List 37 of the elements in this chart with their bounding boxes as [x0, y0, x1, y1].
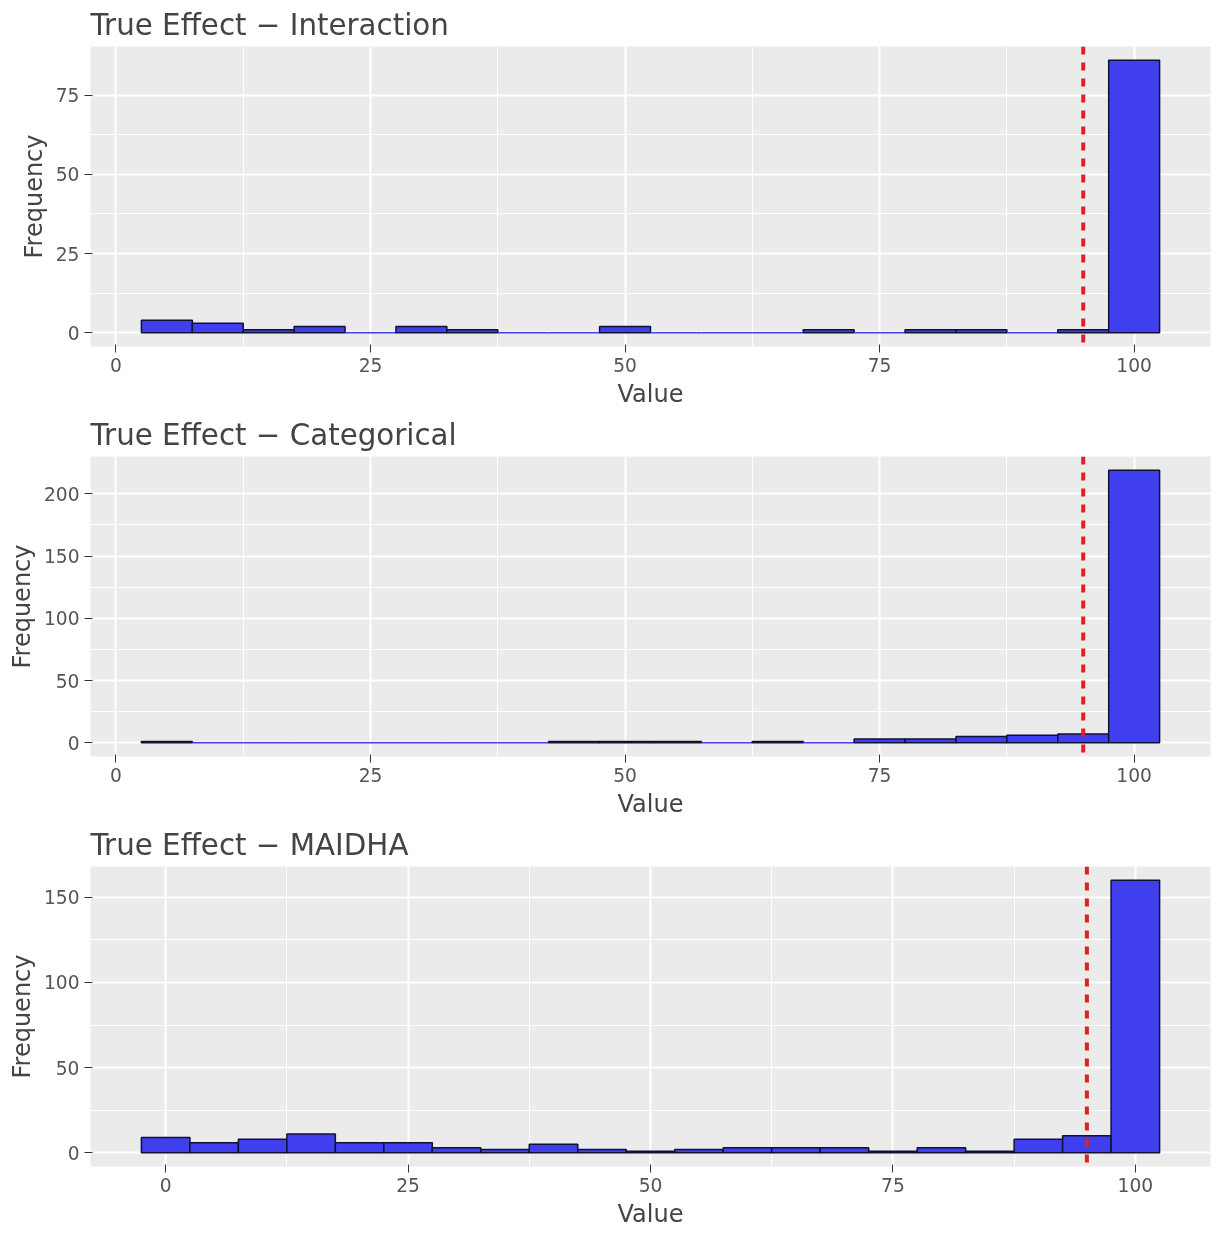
y-tick-label: 50 — [55, 1057, 80, 1079]
x-tick-label: 0 — [159, 1174, 172, 1196]
x-axis-title: Value — [617, 1199, 684, 1228]
x-axis-title: Value — [617, 789, 684, 818]
y-tick-label: 0 — [67, 1142, 80, 1164]
chart-title: True Effect − Categorical — [89, 417, 457, 452]
x-tick-label: 25 — [358, 354, 383, 376]
x-tick-label: 50 — [613, 764, 637, 786]
y-axis-title: Frequency — [19, 134, 48, 259]
y-tick-label: 150 — [43, 887, 80, 909]
x-tick-label: 100 — [1117, 1174, 1154, 1196]
chart-title: True Effect − MAIDHA — [89, 827, 409, 862]
x-tick-label: 50 — [613, 354, 637, 376]
x-tick-label: 100 — [1116, 764, 1152, 786]
y-axis-title: Frequency — [7, 954, 36, 1079]
y-tick-label: 0 — [67, 322, 80, 344]
y-tick-label: 100 — [43, 608, 80, 630]
y-tick-label: 0 — [67, 732, 80, 754]
y-tick-label: 75 — [55, 85, 80, 107]
x-tick-label: 25 — [396, 1174, 420, 1196]
chart-title: True Effect − Interaction — [89, 7, 449, 42]
y-axis-title: Frequency — [7, 544, 36, 669]
x-tick-label: 25 — [358, 764, 383, 786]
x-tick-label: 75 — [867, 354, 892, 376]
y-tick-label: 50 — [55, 164, 80, 186]
x-axis-title: Value — [617, 379, 684, 408]
x-tick-label: 75 — [867, 764, 892, 786]
x-tick-label: 0 — [110, 354, 122, 376]
x-tick-label: 50 — [638, 1174, 663, 1196]
y-tick-label: 100 — [43, 972, 80, 994]
x-tick-label: 0 — [110, 764, 122, 786]
x-tick-label: 100 — [1116, 354, 1152, 376]
y-tick-label: 25 — [55, 243, 80, 265]
y-tick-label: 50 — [55, 670, 80, 692]
y-tick-label: 200 — [43, 483, 80, 505]
x-tick-label: 75 — [881, 1174, 905, 1196]
y-tick-label: 150 — [43, 546, 80, 568]
